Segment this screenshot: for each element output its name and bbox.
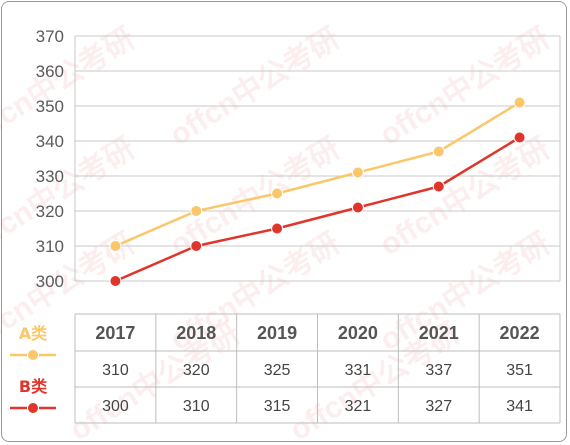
series-line-1 [114,136,521,283]
y-tick-label-370: 370 [36,27,64,46]
table-cell-1-2022: 341 [506,398,533,415]
y-tick-label-330: 330 [36,167,64,186]
table-cell-0-2019: 325 [264,362,291,379]
data-point-0-2019 [271,187,284,200]
legend-label-0: A类 [19,324,48,343]
data-point-1-2020 [351,201,364,214]
y-tick-label-360: 360 [36,62,64,81]
table-header-2021: 2021 [419,323,459,343]
data-point-0-2020 [351,166,364,179]
data-point-0-2018 [190,205,203,217]
legend-marker-0 [27,349,39,361]
legend-marker-1 [27,402,39,414]
series-lines [109,96,526,287]
legend: A类 B类 [10,324,56,414]
table-cell-0-2022: 351 [506,362,533,379]
y-tick-label-340: 340 [36,132,64,151]
y-tick-label-350: 350 [36,97,64,116]
table-cell-1-2017: 300 [102,398,129,415]
data-point-0-2021 [432,145,445,158]
table-cell-0-2020: 331 [345,362,372,379]
table-cell-0-2018: 320 [183,362,210,379]
data-point-1-2019 [271,222,284,235]
data-point-0-2022 [513,96,526,109]
data-point-1-2018 [190,240,203,252]
y-tick-label-320: 320 [36,202,64,221]
table-cell-1-2018: 310 [183,398,210,415]
table-cell-0-2017: 310 [102,362,129,379]
series-line-0 [114,101,521,248]
table-header-2019: 2019 [257,323,297,343]
y-tick-label-310: 310 [36,237,64,256]
table-cell-0-2021: 337 [425,362,452,379]
y-axis: 300 310 320 330 340 350 360 370 [36,27,64,291]
table-cell-1-2019: 315 [264,398,291,415]
data-point-1-2022 [513,131,526,144]
legend-label-1: B类 [19,377,48,396]
table-cell-1-2021: 327 [425,398,452,415]
data-point-1-2021 [432,180,445,193]
table-header-2018: 2018 [176,323,216,343]
data-point-1-2017 [109,275,122,287]
grid-lines [74,35,561,282]
y-tick-label-300: 300 [36,272,64,291]
table-cell-1-2020: 321 [345,398,372,415]
data-table: 2017 2018 2019 2020 2021 2022 310 320 325 331 337 3… [74,313,561,424]
table-header-2017: 2017 [95,323,135,343]
table-header-2022: 2022 [500,323,540,343]
table-header-2020: 2020 [338,323,378,343]
data-point-0-2017 [109,240,122,252]
